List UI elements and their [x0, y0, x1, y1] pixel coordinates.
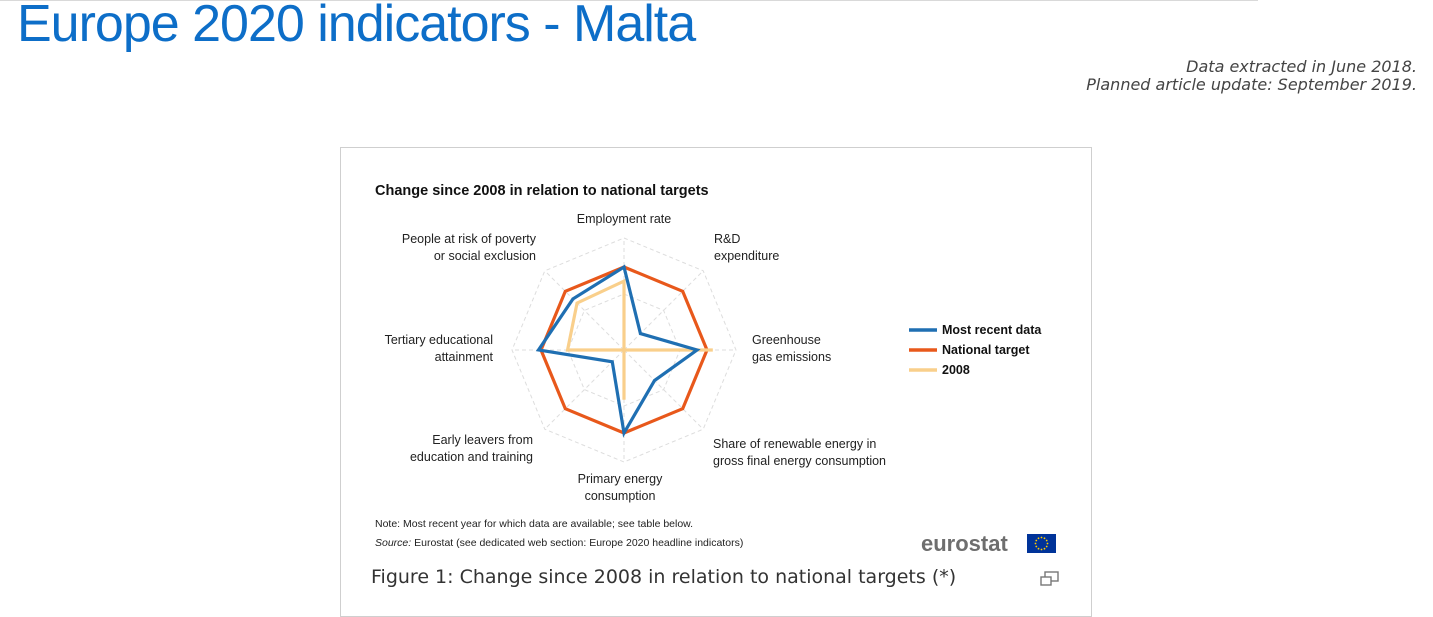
- axis-label-line: attainment: [435, 350, 494, 364]
- axis-label-line: Early leavers from: [432, 433, 533, 447]
- axis-label-line: consumption: [585, 489, 656, 503]
- grid-ring-2: [511, 237, 737, 463]
- axis-label-line: gross final energy consumption: [713, 454, 886, 468]
- eurostat-logo-text: eurostat: [921, 531, 1008, 556]
- axis-label-line: or social exclusion: [434, 249, 536, 263]
- flag-star: [1040, 536, 1043, 539]
- grid-spoke: [623, 270, 704, 351]
- axis-label: Tertiary educational attainment: [385, 333, 494, 364]
- flag-star: [1037, 537, 1040, 540]
- flag-star: [1040, 548, 1043, 551]
- expand-icon[interactable]: [1039, 570, 1061, 588]
- axis-label: Greenhouse gas emissions: [752, 333, 831, 364]
- eu-flag-icon: [1027, 534, 1056, 553]
- axis-label-line: gas emissions: [752, 350, 831, 364]
- axis-label: Share of renewable energy in gross final …: [713, 437, 886, 468]
- axis-label-line: Greenhouse: [752, 333, 821, 347]
- flag-star: [1046, 542, 1049, 545]
- axis-labels: Employment rate R&D expenditure Greenhouse g…: [385, 212, 886, 503]
- axis-label-line: education and training: [410, 450, 533, 464]
- radar-series: [535, 264, 713, 438]
- eurostat-logo: eurostat: [921, 531, 1056, 556]
- axis-label: R&D expenditure: [714, 232, 779, 263]
- grid-spoke: [623, 349, 704, 430]
- axis-label-line: Employment rate: [577, 212, 672, 226]
- axis-label: Early leavers from education and training: [410, 433, 533, 464]
- axis-label-line: Primary energy: [578, 472, 663, 486]
- source-label: Source:: [375, 537, 411, 549]
- radar-chart: Change since 2008 in relation to nationa…: [375, 183, 1056, 556]
- series-2008: [565, 278, 713, 400]
- flag-star: [1043, 547, 1046, 550]
- legend-label: 2008: [942, 363, 970, 377]
- figure-container[interactable]: Change since 2008 in relation to nationa…: [340, 147, 1092, 617]
- axis-label: Employment rate: [577, 212, 672, 226]
- figure-caption: Figure 1: Change since 2008 in relation …: [371, 566, 957, 588]
- top-divider: [0, 0, 1258, 1]
- axis-label-line: R&D: [714, 232, 740, 246]
- planned-update-note: Planned article update: September 2019.: [1086, 75, 1417, 94]
- chart-source: Source: Eurostat (see dedicated web sect…: [375, 537, 743, 549]
- chart-title: Change since 2008 in relation to nationa…: [375, 183, 709, 199]
- legend-label: Most recent data: [942, 323, 1042, 337]
- data-extracted-note: Data extracted in June 2018.: [1186, 57, 1417, 76]
- flag-star: [1035, 545, 1038, 548]
- chart-note: Note: Most recent year for which data ar…: [375, 518, 693, 530]
- flag-star: [1045, 539, 1048, 542]
- page-title: Europe 2020 indicators - Malta: [17, 0, 696, 53]
- series-most-recent-data: [535, 264, 701, 438]
- flag-star: [1045, 545, 1048, 548]
- grid-spoke: [544, 270, 625, 351]
- flag-star: [1043, 537, 1046, 540]
- legend-label: National target: [942, 343, 1030, 357]
- article-meta: Data extracted in June 2018. Planned art…: [1086, 58, 1417, 94]
- flag-star: [1034, 542, 1037, 545]
- flag-star: [1037, 547, 1040, 550]
- axis-label: Primary energy consumption: [578, 472, 663, 503]
- axis-label-line: Share of renewable energy in: [713, 437, 876, 451]
- axis-label-line: People at risk of poverty: [402, 232, 537, 246]
- axis-label-line: Tertiary educational: [385, 333, 493, 347]
- axis-label: People at risk of poverty or social exclu…: [402, 232, 537, 263]
- source-text: Eurostat (see dedicated web section: Eur…: [411, 537, 743, 549]
- flag-star: [1035, 539, 1038, 542]
- legend: Most recent data National target 2008: [909, 323, 1042, 377]
- axis-label-line: expenditure: [714, 249, 779, 263]
